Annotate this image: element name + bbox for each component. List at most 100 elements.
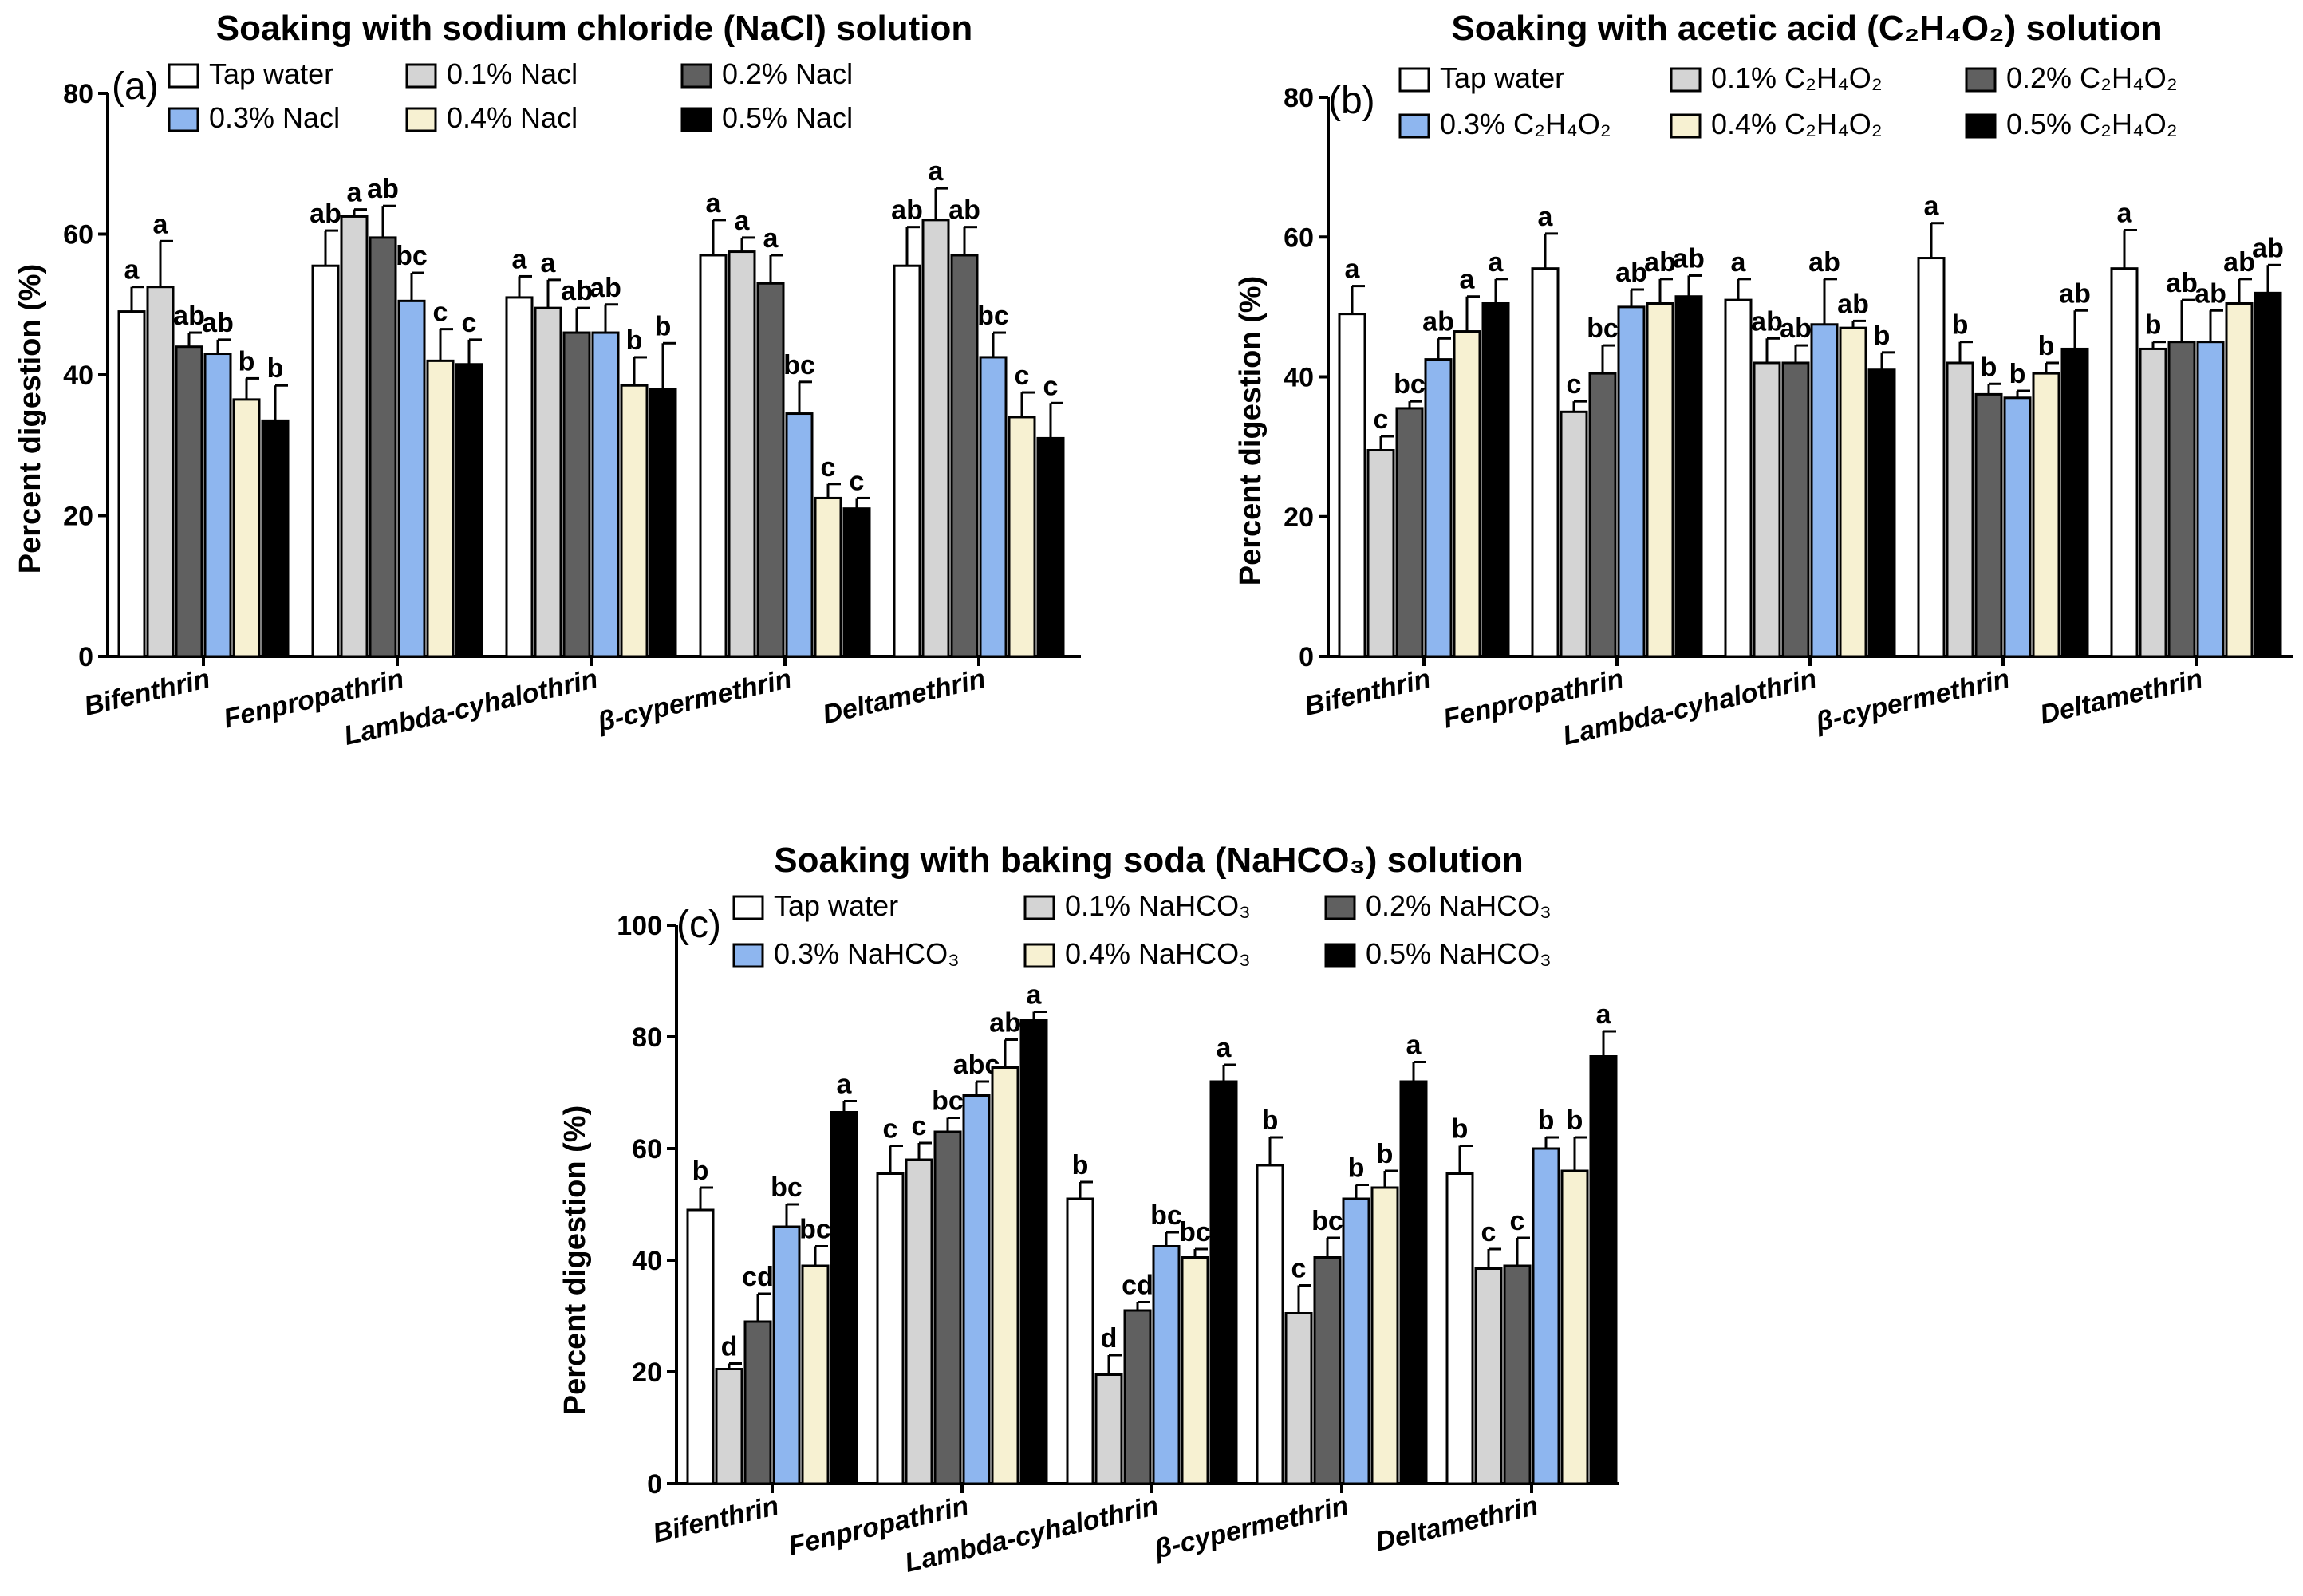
bar <box>1839 326 1867 658</box>
legend-label: Tap water <box>209 57 333 90</box>
bar <box>1181 1256 1209 1485</box>
significance-letter: a <box>512 244 528 274</box>
significance-letter: b <box>655 311 672 341</box>
significance-letter: c <box>1374 404 1389 435</box>
significance-letter: a <box>1027 980 1043 1011</box>
bar <box>1036 436 1065 658</box>
legend-swatch <box>1965 113 1997 139</box>
bar <box>455 363 483 658</box>
significance-letter: b <box>1262 1105 1279 1136</box>
bar <box>1917 257 1946 658</box>
bar <box>2254 291 2282 658</box>
bar <box>1724 298 1753 658</box>
significance-letter: b <box>1952 310 1969 341</box>
significance-letter: b <box>239 346 255 376</box>
legend-label: 0.4% NaHCO₃ <box>1065 937 1251 970</box>
bar <box>2225 301 2254 658</box>
bar <box>2196 341 2225 658</box>
x-category-label: Deltamethrin <box>820 664 988 731</box>
significance-letter: c <box>883 1114 898 1145</box>
significance-letter: bc <box>799 1215 831 1245</box>
significance-letter: ab <box>891 195 923 226</box>
significance-letter: a <box>1460 265 1476 295</box>
legend-label: 0.4% Nacl <box>447 101 578 134</box>
significance-letter: a <box>541 248 557 278</box>
bar <box>1399 1080 1428 1485</box>
bar <box>1674 295 1703 658</box>
significance-letter: ab <box>2252 233 2284 263</box>
legend-label: 0.5% C₂H₄O₂ <box>2006 108 2178 140</box>
bar <box>369 236 397 658</box>
legend-swatch <box>1398 67 1430 93</box>
bar <box>1366 449 1395 658</box>
bar <box>1974 392 2003 658</box>
bar <box>699 254 728 658</box>
bar <box>2060 347 2089 658</box>
significance-letter: bc <box>1179 1217 1211 1247</box>
bar <box>1256 1164 1284 1485</box>
bar <box>1123 1309 1152 1485</box>
bar <box>1532 1147 1560 1485</box>
bar <box>311 264 340 658</box>
significance-letter: b <box>1874 321 1891 351</box>
legend-swatch <box>1324 943 1356 968</box>
y-tick-label: 0 <box>647 1469 662 1499</box>
significance-letter: ab <box>1615 258 1647 288</box>
x-category-label: β-cypermethrin <box>1812 664 2013 738</box>
significance-letter: ab <box>173 301 205 331</box>
significance-letter: ab <box>1422 306 1454 337</box>
significance-letter: a <box>763 223 779 254</box>
significance-letter: bc <box>1311 1206 1343 1236</box>
legend-swatch <box>1670 67 1702 93</box>
y-tick-label: 80 <box>1284 83 1314 113</box>
bar <box>801 1264 830 1485</box>
legend-swatch <box>168 107 199 132</box>
significance-letter: b <box>1567 1105 1583 1136</box>
significance-letter: b <box>1538 1105 1555 1136</box>
bar <box>905 1158 933 1485</box>
bar <box>921 219 950 658</box>
bar <box>772 1225 801 1485</box>
bar <box>1781 361 1810 658</box>
y-tick-label: 40 <box>1284 363 1314 393</box>
significance-letter: c <box>821 452 836 483</box>
significance-letter: a <box>2117 198 2133 228</box>
bar <box>991 1066 1019 1485</box>
x-category-label: Deltamethrin <box>2037 664 2206 731</box>
significance-letter: a <box>1217 1033 1232 1063</box>
significance-letter: bc <box>1150 1200 1182 1231</box>
y-tick-label: 20 <box>632 1358 662 1388</box>
bar <box>534 306 562 658</box>
x-category-label: Bifenthrin <box>1302 664 1433 722</box>
significance-letter: ab <box>2223 247 2255 278</box>
significance-letter: a <box>124 255 140 286</box>
bar <box>175 345 203 658</box>
significance-letter: ab <box>948 195 980 226</box>
y-tick-label: 0 <box>1299 642 1314 672</box>
bar <box>979 356 1008 658</box>
legend-swatch <box>1023 895 1055 920</box>
bar <box>505 296 534 658</box>
bar <box>1424 358 1453 658</box>
significance-letter: d <box>721 1332 738 1362</box>
legend-swatch <box>1670 113 1702 139</box>
significance-letter: a <box>1596 999 1612 1030</box>
panel-b: Soaking with acetic acid (C₂H₄O₂) soluti… <box>1234 9 2293 751</box>
significance-letter: b <box>1981 352 1997 382</box>
significance-letter: d <box>1101 1323 1118 1354</box>
significance-letter: a <box>1924 191 1940 222</box>
x-category-label: Deltamethrin <box>1373 1491 1541 1558</box>
bar <box>830 1111 858 1485</box>
significance-letter: a <box>929 156 944 187</box>
bar <box>261 419 290 658</box>
bar <box>1284 1312 1313 1485</box>
significance-letter: bc <box>783 350 815 380</box>
significance-letter: b <box>1452 1114 1469 1145</box>
bar <box>2003 396 2032 658</box>
significance-letter: ab <box>310 199 341 229</box>
bar <box>933 1130 962 1485</box>
bar <box>1313 1256 1342 1485</box>
legend-swatch <box>732 895 764 920</box>
legend-label: 0.4% C₂H₄O₂ <box>1711 108 1883 140</box>
bar <box>146 286 175 658</box>
